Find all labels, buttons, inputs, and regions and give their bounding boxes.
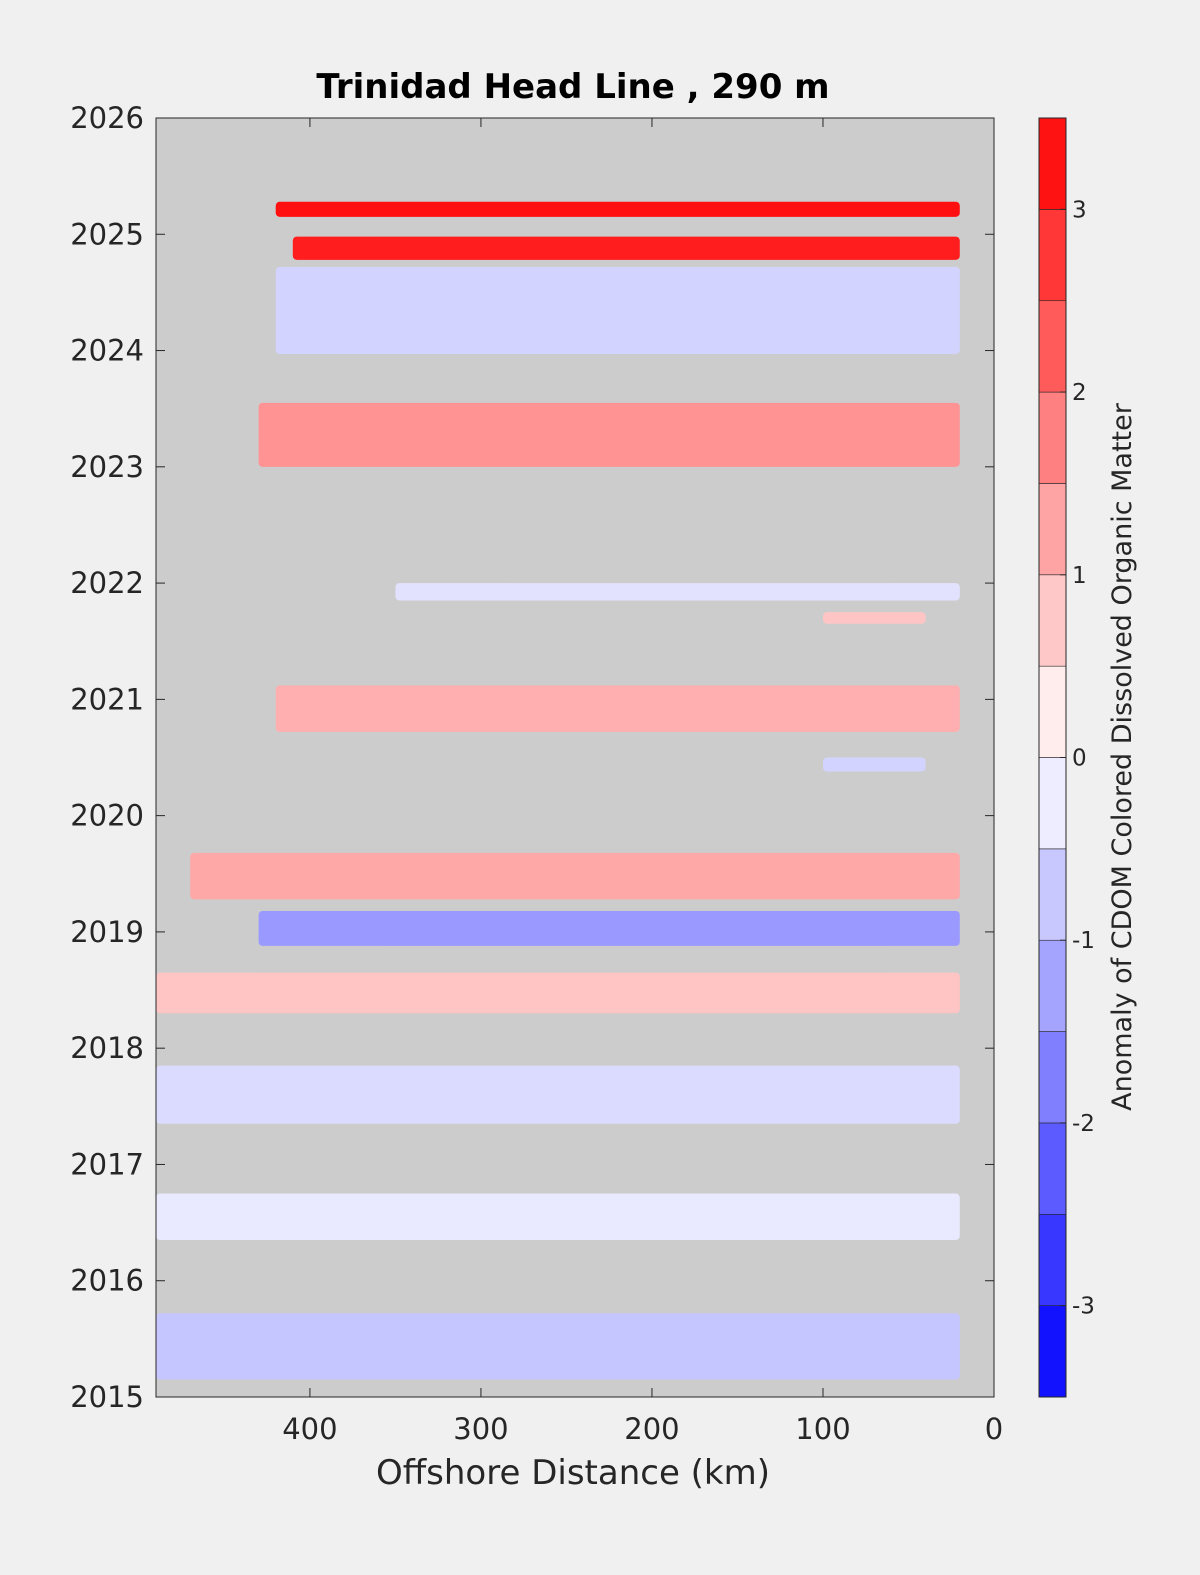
y-tick-label: 2022 <box>70 566 144 600</box>
colorbar-tick-label: 3 <box>1072 197 1087 223</box>
colorbar-level <box>1038 391 1067 484</box>
colorbar-label: Anomaly of CDOM Colored Dissolved Organi… <box>1107 402 1138 1111</box>
plot-frame <box>155 117 995 1398</box>
y-tick-label: 2016 <box>70 1264 144 1298</box>
y-tick-label: 2021 <box>70 682 144 716</box>
y-tick-label: 2024 <box>70 334 144 368</box>
y-tick-label: 2018 <box>70 1031 144 1065</box>
anomaly-bands <box>156 201 960 1380</box>
y-tick-label: 2026 <box>70 101 144 135</box>
anomaly-band <box>156 1193 960 1241</box>
x-tick-label: 0 <box>985 1412 1003 1446</box>
colorbar-level <box>1038 1305 1067 1398</box>
colorbar-level <box>1038 1213 1067 1306</box>
colorbar-tick-label: -3 <box>1072 1294 1095 1320</box>
colorbar-levels <box>1038 117 1067 1398</box>
colorbar-level <box>1038 848 1067 941</box>
colorbar-tick-label: 2 <box>1072 380 1087 406</box>
x-tick-label: 300 <box>453 1412 508 1446</box>
anomaly-band <box>275 201 960 217</box>
anomaly-band <box>258 910 960 946</box>
anomaly-band <box>156 972 960 1014</box>
y-tick-label: 2019 <box>70 915 144 949</box>
x-axis-ticks: 400 300 200 100 0 <box>282 118 1003 1446</box>
colorbar-level <box>1038 574 1067 667</box>
colorbar-tick-label: 0 <box>1072 746 1087 772</box>
colorbar-tick-label: -2 <box>1072 1111 1095 1137</box>
colorbar-level <box>1038 209 1067 302</box>
anomaly-band <box>156 1065 960 1124</box>
colorbar-level <box>1038 1031 1067 1124</box>
anomaly-band <box>156 1313 960 1380</box>
colorbar-level <box>1038 757 1067 850</box>
y-tick-label: 2023 <box>70 450 144 484</box>
x-tick-label: 200 <box>624 1412 679 1446</box>
y-tick-label: 2017 <box>70 1147 144 1181</box>
colorbar-level <box>1038 117 1067 210</box>
anomaly-band <box>190 852 960 900</box>
anomaly-band <box>822 612 926 624</box>
y-tick-label: 2025 <box>70 217 144 251</box>
anomaly-band <box>292 236 960 260</box>
colorbar-ticks: -3 -2 -1 0 1 2 3 <box>1060 197 1095 1320</box>
colorbar-level <box>1038 939 1067 1032</box>
plot-area: 400 300 200 100 0 20152016201720182019202020… <box>70 101 1003 1446</box>
colorbar-level <box>1038 483 1067 576</box>
chart-title: Trinidad Head Line , 290 m <box>316 67 829 107</box>
colorbar-level <box>1038 300 1067 393</box>
anomaly-band <box>275 266 960 355</box>
y-tick-label: 2020 <box>70 799 144 833</box>
anomaly-band <box>258 402 960 467</box>
colorbar-level <box>1038 1122 1067 1215</box>
colorbar-tick-label: -1 <box>1072 928 1095 954</box>
y-tick-label: 2015 <box>70 1380 144 1414</box>
colorbar: -3 -2 -1 0 1 2 3 <box>1038 117 1095 1398</box>
colorbar-level <box>1038 665 1067 758</box>
anomaly-band <box>275 685 960 732</box>
anomaly-band <box>822 757 926 772</box>
x-tick-label: 400 <box>282 1412 337 1446</box>
colorbar-tick-label: 1 <box>1072 563 1087 589</box>
y-axis-ticks: 2015 2016 2017 2018 2019 2020 2021 2022 2023 2024… <box>70 101 994 1414</box>
x-axis-label: Offshore Distance (km) <box>376 1453 770 1493</box>
anomaly-band <box>395 583 960 601</box>
x-tick-label: 100 <box>795 1412 850 1446</box>
